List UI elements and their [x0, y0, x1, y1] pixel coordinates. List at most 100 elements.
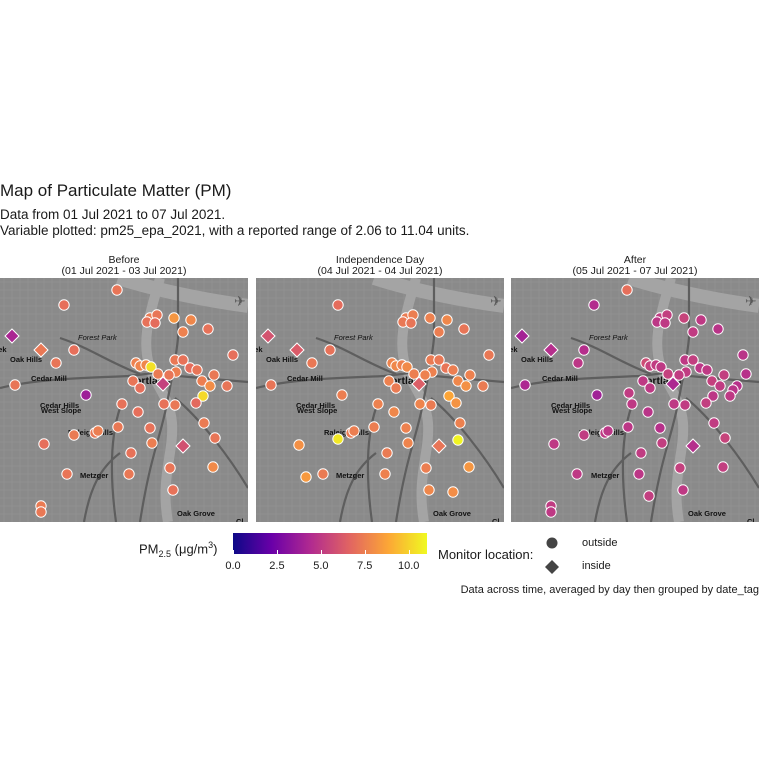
monitor-outside-marker[interactable]: [707, 390, 719, 402]
monitor-outside-marker[interactable]: [35, 506, 47, 518]
monitor-outside-marker[interactable]: [740, 368, 752, 380]
monitor-outside-marker[interactable]: [452, 375, 464, 387]
monitor-outside-marker[interactable]: [332, 299, 344, 311]
monitor-outside-marker[interactable]: [447, 364, 459, 376]
monitor-outside-marker[interactable]: [425, 399, 437, 411]
monitor-outside-marker[interactable]: [379, 468, 391, 480]
monitor-outside-marker[interactable]: [372, 398, 384, 410]
monitor-outside-marker[interactable]: [717, 461, 729, 473]
monitor-outside-marker[interactable]: [677, 484, 689, 496]
monitor-inside-marker[interactable]: [665, 376, 681, 392]
monitor-outside-marker[interactable]: [463, 461, 475, 473]
monitor-outside-marker[interactable]: [197, 390, 209, 402]
monitor-outside-marker[interactable]: [423, 484, 435, 496]
monitor-outside-marker[interactable]: [452, 434, 464, 446]
monitor-outside-marker[interactable]: [402, 437, 414, 449]
monitor-outside-marker[interactable]: [68, 429, 80, 441]
monitor-outside-marker[interactable]: [191, 364, 203, 376]
monitor-outside-marker[interactable]: [714, 380, 726, 392]
monitor-outside-marker[interactable]: [700, 397, 712, 409]
monitor-outside-marker[interactable]: [621, 284, 633, 296]
monitor-outside-marker[interactable]: [578, 429, 590, 441]
monitor-outside-marker[interactable]: [265, 379, 277, 391]
monitor-outside-marker[interactable]: [718, 369, 730, 381]
monitor-outside-marker[interactable]: [9, 379, 21, 391]
monitor-outside-marker[interactable]: [673, 369, 685, 381]
monitor-outside-marker[interactable]: [92, 425, 104, 437]
monitor-outside-marker[interactable]: [207, 461, 219, 473]
monitor-outside-marker[interactable]: [706, 375, 718, 387]
monitor-outside-marker[interactable]: [460, 380, 472, 392]
monitor-outside-marker[interactable]: [662, 368, 674, 380]
monitor-inside-marker[interactable]: [4, 328, 20, 344]
monitor-outside-marker[interactable]: [622, 421, 634, 433]
monitor-inside-marker[interactable]: [543, 342, 559, 358]
monitor-outside-marker[interactable]: [644, 382, 656, 394]
monitor-outside-marker[interactable]: [655, 361, 667, 373]
monitor-outside-marker[interactable]: [477, 380, 489, 392]
monitor-outside-marker[interactable]: [190, 397, 202, 409]
monitor-outside-marker[interactable]: [348, 425, 360, 437]
monitor-outside-marker[interactable]: [654, 422, 666, 434]
monitor-outside-marker[interactable]: [458, 323, 470, 335]
monitor-outside-marker[interactable]: [324, 344, 336, 356]
monitor-outside-marker[interactable]: [116, 398, 128, 410]
monitor-outside-marker[interactable]: [464, 369, 476, 381]
monitor-outside-marker[interactable]: [701, 364, 713, 376]
monitor-outside-marker[interactable]: [724, 390, 736, 402]
monitor-outside-marker[interactable]: [177, 326, 189, 338]
monitor-outside-marker[interactable]: [400, 422, 412, 434]
monitor-outside-marker[interactable]: [591, 389, 603, 401]
monitor-outside-marker[interactable]: [572, 357, 584, 369]
monitor-outside-marker[interactable]: [50, 357, 62, 369]
monitor-outside-marker[interactable]: [420, 462, 432, 474]
monitor-outside-marker[interactable]: [548, 438, 560, 450]
monitor-outside-marker[interactable]: [637, 375, 649, 387]
monitor-outside-marker[interactable]: [38, 438, 50, 450]
monitor-outside-marker[interactable]: [177, 354, 189, 366]
monitor-outside-marker[interactable]: [227, 349, 239, 361]
monitor-outside-marker[interactable]: [642, 406, 654, 418]
monitor-outside-marker[interactable]: [221, 380, 233, 392]
monitor-outside-marker[interactable]: [643, 490, 655, 502]
monitor-inside-marker[interactable]: [155, 376, 171, 392]
monitor-outside-marker[interactable]: [656, 437, 668, 449]
monitor-outside-marker[interactable]: [146, 437, 158, 449]
monitor-outside-marker[interactable]: [635, 447, 647, 459]
monitor-outside-marker[interactable]: [185, 314, 197, 326]
monitor-outside-marker[interactable]: [164, 462, 176, 474]
monitor-outside-marker[interactable]: [390, 382, 402, 394]
monitor-outside-marker[interactable]: [678, 312, 690, 324]
monitor-outside-marker[interactable]: [674, 462, 686, 474]
monitor-outside-marker[interactable]: [695, 314, 707, 326]
monitor-outside-marker[interactable]: [317, 468, 329, 480]
monitor-outside-marker[interactable]: [381, 447, 393, 459]
monitor-outside-marker[interactable]: [198, 417, 210, 429]
monitor-outside-marker[interactable]: [712, 323, 724, 335]
monitor-outside-marker[interactable]: [202, 323, 214, 335]
monitor-outside-marker[interactable]: [152, 368, 164, 380]
monitor-outside-marker[interactable]: [588, 299, 600, 311]
monitor-outside-marker[interactable]: [196, 375, 208, 387]
monitor-outside-marker[interactable]: [123, 468, 135, 480]
monitor-outside-marker[interactable]: [433, 326, 445, 338]
monitor-outside-marker[interactable]: [332, 433, 344, 445]
monitor-outside-marker[interactable]: [293, 439, 305, 451]
monitor-outside-marker[interactable]: [169, 399, 181, 411]
monitor-outside-marker[interactable]: [414, 398, 426, 410]
monitor-inside-marker[interactable]: [685, 438, 701, 454]
monitor-outside-marker[interactable]: [405, 317, 417, 329]
monitor-inside-marker[interactable]: [431, 438, 447, 454]
monitor-outside-marker[interactable]: [167, 484, 179, 496]
monitor-outside-marker[interactable]: [144, 422, 156, 434]
monitor-outside-marker[interactable]: [659, 317, 671, 329]
monitor-outside-marker[interactable]: [61, 468, 73, 480]
monitor-outside-marker[interactable]: [58, 299, 70, 311]
monitor-outside-marker[interactable]: [134, 382, 146, 394]
monitor-outside-marker[interactable]: [149, 317, 161, 329]
monitor-outside-marker[interactable]: [441, 314, 453, 326]
monitor-outside-marker[interactable]: [483, 349, 495, 361]
monitor-inside-marker[interactable]: [260, 328, 276, 344]
monitor-outside-marker[interactable]: [163, 369, 175, 381]
monitor-outside-marker[interactable]: [633, 468, 645, 480]
